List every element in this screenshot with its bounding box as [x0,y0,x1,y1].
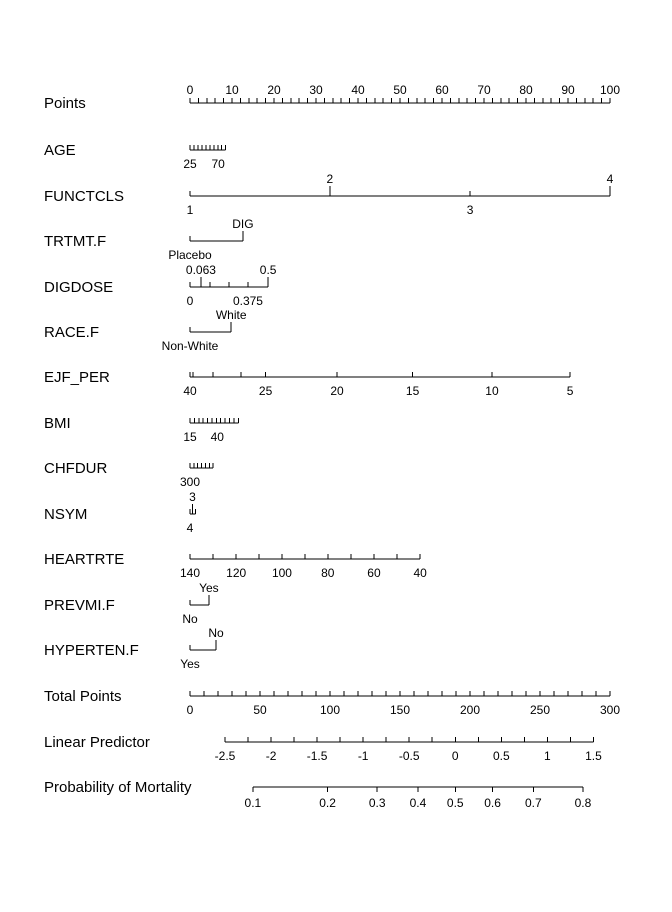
tick-label-points: 0 [187,83,194,97]
tick-label-age: 70 [211,157,225,171]
level-label-heartrte: 100 [272,566,292,580]
row-label-functcls: FUNCTCLS [44,188,124,205]
tick-label-probability-of-mortality: 0.5 [447,796,464,810]
tick-label-probability-of-mortality: 0.4 [410,796,427,810]
tick-label-points: 60 [435,83,449,97]
tick-label-points: 100 [600,83,620,97]
tick-label-linear-predictor: 0 [452,749,459,763]
level-label-ejf-per: 20 [330,384,344,398]
tick-label-probability-of-mortality: 0.7 [525,796,542,810]
level-label-race-f: White [216,308,247,322]
tick-label-points: 70 [477,83,491,97]
row-label-race-f: RACE.F [44,324,99,341]
level-label-functcls: 2 [327,172,334,186]
tick-label-linear-predictor: -2 [266,749,277,763]
row-label-heartrte: HEARTRTE [44,551,124,568]
level-label-trtmt-f: Placebo [168,248,212,262]
tick-label-points: 30 [309,83,323,97]
level-label-nsym: 4 [187,521,194,535]
tick-label-total-points: 200 [460,703,480,717]
tick-label-chfdur: 300 [180,475,200,489]
level-label-heartrte: 120 [226,566,246,580]
level-label-heartrte: 80 [321,566,335,580]
level-label-trtmt-f: DIG [232,217,253,231]
level-label-functcls: 1 [187,203,194,217]
tick-label-probability-of-mortality: 0.8 [575,796,592,810]
tick-label-linear-predictor: -1 [358,749,369,763]
level-label-digdose: 0 [187,294,194,308]
tick-label-total-points: 50 [253,703,267,717]
tick-label-bmi: 15 [183,430,197,444]
row-label-nsym: NSYM [44,506,87,523]
level-label-prevmi-f: No [182,612,198,626]
tick-label-total-points: 0 [187,703,194,717]
row-label-total-points: Total Points [44,688,122,705]
tick-label-total-points: 250 [530,703,550,717]
level-label-digdose: 0.5 [260,263,277,277]
tick-label-linear-predictor: -2.5 [215,749,236,763]
tick-label-points: 80 [519,83,533,97]
tick-label-linear-predictor: 1.5 [585,749,602,763]
level-label-ejf-per: 25 [259,384,273,398]
tick-label-points: 20 [267,83,281,97]
level-label-race-f: Non-White [162,339,219,353]
row-label-chfdur: CHFDUR [44,460,107,477]
tick-label-points: 90 [561,83,575,97]
tick-label-probability-of-mortality: 0.2 [319,796,336,810]
level-label-ejf-per: 15 [406,384,420,398]
tick-label-total-points: 100 [320,703,340,717]
row-label-linear-predictor: Linear Predictor [44,734,150,751]
level-label-hyperten-f: No [208,626,224,640]
level-label-heartrte: 40 [413,566,427,580]
tick-label-probability-of-mortality: 0.1 [245,796,262,810]
row-label-age: AGE [44,142,76,159]
row-label-prevmi-f: PREVMI.F [44,597,115,614]
tick-label-bmi: 40 [211,430,225,444]
row-label-points: Points [44,95,86,112]
level-label-functcls: 4 [607,172,614,186]
level-label-ejf-per: 40 [183,384,197,398]
row-label-hyperten-f: HYPERTEN.F [44,642,139,659]
tick-label-points: 50 [393,83,407,97]
tick-label-total-points: 300 [600,703,620,717]
level-label-ejf-per: 5 [567,384,574,398]
row-label-digdose: DIGDOSE [44,279,113,296]
row-label-probability-of-mortality: Probability of Mortality [44,779,192,796]
tick-label-linear-predictor: 0.5 [493,749,510,763]
level-label-nsym: 3 [189,490,196,504]
row-label-trtmt-f: TRTMT.F [44,233,106,250]
tick-label-probability-of-mortality: 0.3 [369,796,386,810]
level-label-digdose: 0.375 [233,294,263,308]
level-label-heartrte: 140 [180,566,200,580]
level-label-hyperten-f: Yes [180,657,200,671]
tick-label-points: 40 [351,83,365,97]
tick-label-total-points: 150 [390,703,410,717]
level-label-functcls: 3 [467,203,474,217]
tick-label-linear-predictor: -0.5 [399,749,420,763]
tick-label-age: 25 [183,157,197,171]
level-label-heartrte: 60 [367,566,381,580]
tick-label-points: 10 [225,83,239,97]
row-label-ejf-per: EJF_PER [44,369,110,386]
row-label-bmi: BMI [44,415,71,432]
level-label-ejf-per: 10 [485,384,499,398]
tick-label-linear-predictor: 1 [544,749,551,763]
tick-label-probability-of-mortality: 0.6 [484,796,501,810]
level-label-digdose: 0.063 [186,263,216,277]
level-label-prevmi-f: Yes [199,581,219,595]
tick-label-linear-predictor: -1.5 [307,749,328,763]
